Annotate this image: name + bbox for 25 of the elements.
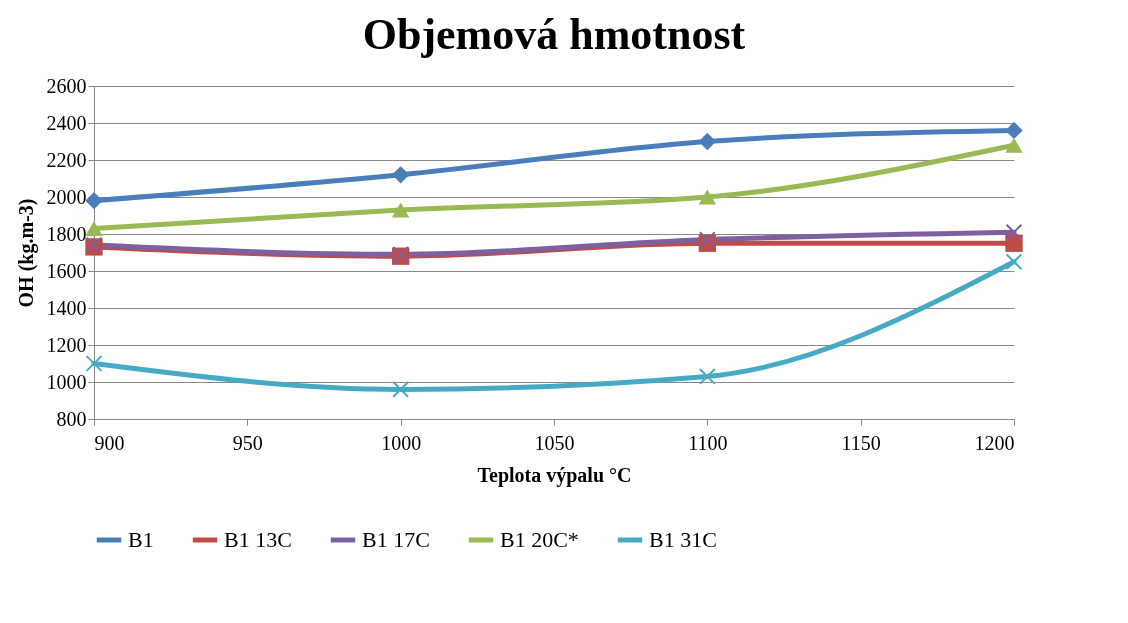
y-tick-label: 1000 [46, 370, 87, 393]
y-tick-label: 1200 [46, 333, 87, 356]
legend-label: B1 [128, 527, 154, 552]
x-axis-title: Teplota výpalu °C [477, 463, 632, 487]
legend-label: B1 20C* [500, 527, 579, 552]
y-tick-label: 2000 [46, 185, 87, 208]
x-tick-label: 1100 [688, 431, 728, 454]
y-axis-title: OH (kg.m-3) [14, 198, 38, 308]
y-tick-label: 2600 [46, 74, 87, 97]
x-tick-label: 950 [232, 431, 263, 454]
y-tick-label: 1800 [46, 222, 87, 245]
x-tick-label: 900 [94, 431, 125, 454]
y-tick-label: 1400 [46, 296, 87, 319]
legend-label: B1 31C [649, 527, 717, 552]
x-tick-label: 1200 [974, 431, 1015, 454]
x-tick-label: 1150 [841, 431, 881, 454]
x-tick-label: 1000 [381, 431, 422, 454]
y-tick-label: 800 [56, 407, 87, 430]
chart-title: Objemová hmotnost [362, 10, 746, 59]
legend-label: B1 13C [224, 527, 292, 552]
x-tick-label: 1050 [534, 431, 575, 454]
legend-label: B1 17C [362, 527, 430, 552]
y-tick-label: 1600 [46, 259, 87, 282]
y-tick-label: 2200 [46, 148, 87, 171]
y-tick-label: 2400 [46, 111, 87, 134]
